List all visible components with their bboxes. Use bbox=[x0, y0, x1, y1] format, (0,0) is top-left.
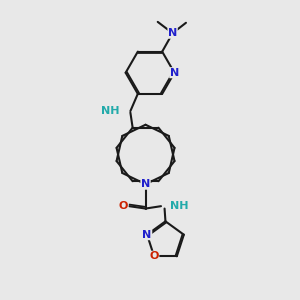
Text: O: O bbox=[149, 251, 159, 261]
Text: N: N bbox=[168, 28, 177, 38]
Text: N: N bbox=[170, 68, 179, 78]
Text: N: N bbox=[142, 230, 152, 240]
Text: N: N bbox=[141, 179, 150, 189]
Text: NH: NH bbox=[100, 106, 119, 116]
Text: NH: NH bbox=[170, 201, 188, 211]
Text: O: O bbox=[118, 201, 128, 211]
